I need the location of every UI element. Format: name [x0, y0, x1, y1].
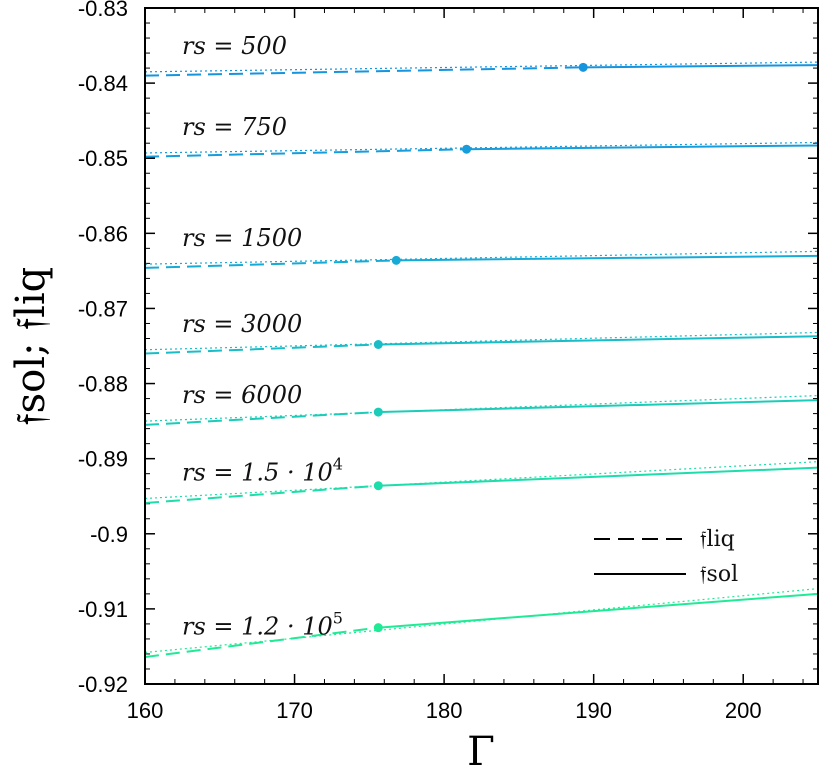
x-tick-label: 160 — [127, 698, 164, 723]
dotted-reference-line — [145, 331, 818, 351]
dotted-reference-line — [145, 61, 818, 73]
series-label-text: rs = 1.2 · 10 — [182, 612, 333, 640]
y-tick-label: -0.92 — [78, 672, 128, 697]
plot-area-frame — [144, 7, 819, 685]
x-tick-label: 190 — [575, 698, 612, 723]
crossing-point — [578, 62, 588, 72]
series-label-text: rs = 750 — [182, 113, 287, 141]
crossing-point — [373, 339, 383, 349]
series-label: rs = 3000 — [182, 310, 302, 338]
solid-line — [466, 144, 818, 151]
series-label: rs = 1.2 · 105 — [182, 608, 343, 640]
crossing-point — [373, 623, 383, 633]
y-tick-label: -0.86 — [78, 221, 128, 246]
crossing-point — [391, 255, 401, 265]
x-tick-label: 180 — [426, 698, 463, 723]
liquid-dashed-line — [145, 343, 379, 355]
y-tick-label: -0.88 — [78, 372, 128, 397]
crossing-point — [462, 144, 472, 154]
series-label-text: rs = 500 — [182, 32, 287, 60]
solid-line — [378, 335, 818, 346]
series-label-text: rs = 1.5 · 10 — [182, 458, 333, 486]
series-label-text: rs = 1500 — [182, 224, 302, 252]
series-layer — [145, 61, 818, 658]
dotted-reference-line — [145, 141, 818, 154]
dotted-reference-line — [145, 461, 818, 500]
series-labels: rs = 500 rs = 750 rs = 1500 rs = 3000 rs = 6… — [182, 32, 343, 641]
liquid-dashed-line — [145, 66, 584, 77]
liquid-dashed-line — [145, 411, 379, 426]
series-6 — [145, 588, 818, 658]
solid-line — [378, 592, 818, 629]
series-4 — [145, 394, 818, 426]
solid-line — [583, 64, 818, 69]
series-3 — [145, 331, 818, 355]
crossing-point — [373, 407, 383, 417]
solid-line — [378, 399, 818, 414]
crossing-point — [373, 481, 383, 491]
series-label: rs = 500 — [182, 32, 287, 60]
tick-labels: 160 170 180 190 200 -0.92 -0.91 -0.9 -0.89 -0.88 -… — [78, 0, 762, 723]
x-tick-label: 200 — [725, 698, 762, 723]
series-label: rs = 750 — [182, 113, 287, 141]
series-label: rs = 1500 — [182, 224, 302, 252]
y-tick-label: -0.9 — [90, 522, 128, 547]
dotted-reference-line — [145, 250, 818, 265]
series-label-text: rs = 3000 — [182, 310, 302, 338]
liquid-dashed-line — [145, 484, 379, 504]
y-tick-label: -0.87 — [78, 296, 128, 321]
series-label: rs = 1.5 · 104 — [182, 454, 343, 486]
series-label: rs = 6000 — [182, 381, 302, 409]
x-tick-label: 170 — [276, 698, 313, 723]
legend-sol-label: 𝔣sol — [700, 562, 738, 587]
x-axis-title: Γ — [467, 729, 495, 775]
y-tick-label: -0.89 — [78, 447, 128, 472]
solid-line — [378, 466, 818, 487]
series-label-exponent: 4 — [333, 454, 343, 473]
series-5 — [145, 461, 818, 504]
solid-line — [396, 254, 818, 262]
legend-liq-label: 𝔣liq — [700, 527, 735, 552]
legend: 𝔣liq 𝔣sol — [594, 527, 738, 587]
series-2 — [145, 250, 818, 269]
series-1 — [145, 141, 818, 158]
y-axis-title: 𝔣sol; 𝔣liq — [8, 267, 54, 426]
y-tick-label: -0.85 — [78, 146, 128, 171]
series-label-text: rs = 6000 — [182, 381, 302, 409]
series-label-exponent: 5 — [333, 608, 343, 627]
liquid-dashed-line — [145, 626, 379, 658]
series-0 — [145, 61, 818, 77]
y-tick-label: -0.91 — [78, 597, 128, 622]
liquid-dashed-line — [145, 148, 467, 158]
y-tick-label: -0.83 — [78, 0, 128, 21]
y-tick-label: -0.84 — [78, 71, 128, 96]
